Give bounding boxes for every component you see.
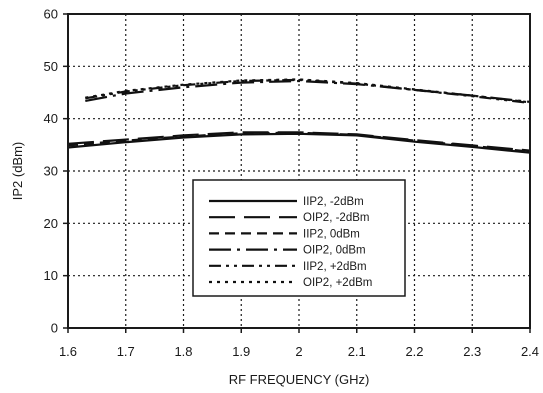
legend-label: IIP2, 0dBm <box>303 228 360 240</box>
legend-label: OIP2, 0dBm <box>303 245 366 257</box>
x-tick-label: 1.9 <box>232 344 250 359</box>
x-tick-label: 2.4 <box>521 344 539 359</box>
legend-label: IIP2, +2dBm <box>303 261 367 273</box>
series-lines <box>67 78 531 154</box>
y-tick-label: 30 <box>44 164 58 179</box>
x-tick-label: 2.3 <box>463 344 481 359</box>
series-line <box>85 78 531 104</box>
legend-label: OIP2, +2dBm <box>303 277 372 289</box>
series-line <box>85 79 531 103</box>
y-tick-label: 40 <box>44 111 58 126</box>
y-tick-label: 50 <box>44 59 58 74</box>
legend-label: OIP2, -2dBm <box>303 212 369 224</box>
axis-ticks: 1.6 1.7 1.8 1.9 2 2.1 2.2 2.3 2.4 0 10 20 30 40 50 60 <box>44 7 540 360</box>
series-line <box>67 131 531 153</box>
x-tick-label: 1.6 <box>59 344 77 359</box>
y-axis-label: IP2 (dBm) <box>10 142 25 201</box>
y-tick-label: 10 <box>44 268 58 283</box>
y-tick-label: 20 <box>44 216 58 231</box>
y-tick-label: 0 <box>51 321 58 336</box>
x-tick-label: 1.8 <box>174 344 192 359</box>
legend: IIP2, -2dBm OIP2, -2dBm IIP2, 0dBm OIP2, 0d… <box>192 179 406 297</box>
x-tick-label: 2 <box>295 344 302 359</box>
legend-label: IIP2, -2dBm <box>303 196 364 208</box>
x-tick-label: 2.1 <box>348 344 366 359</box>
x-axis-label: RF FREQUENCY (GHz) <box>229 372 370 387</box>
x-tick-label: 1.7 <box>117 344 135 359</box>
x-tick-label: 2.2 <box>405 344 423 359</box>
y-tick-label: 60 <box>44 7 58 22</box>
legend-box <box>192 179 406 297</box>
